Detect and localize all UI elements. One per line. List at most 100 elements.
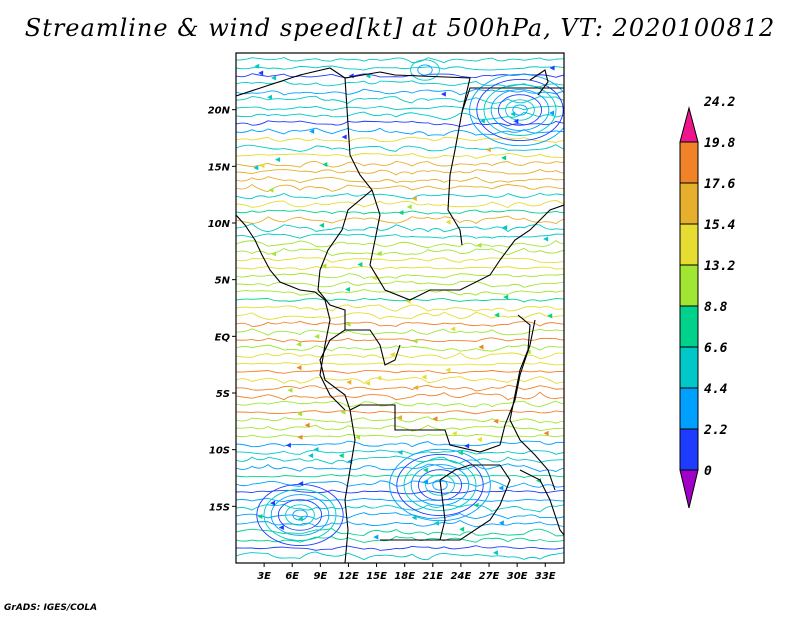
vortex-streamline [263, 489, 337, 541]
streamline [236, 320, 564, 327]
streamline-arrow [397, 449, 403, 455]
streamline-arrow [309, 128, 315, 134]
vortex-streamline [285, 504, 315, 526]
streamline-arrow [459, 526, 465, 532]
streamline-arrow [389, 352, 395, 358]
streamline-arrow [412, 338, 418, 344]
lon-tick-label: 33E [535, 571, 556, 582]
streamline [236, 215, 564, 225]
streamline [236, 233, 564, 239]
map-title: Streamline & wind speed[kt] at 500hPa, V… [24, 14, 776, 42]
streamline-arrow [275, 157, 281, 163]
streamline-arrow [479, 118, 485, 124]
streamline-arrow [322, 161, 328, 167]
lat-tick-label: 15S [209, 502, 230, 513]
streamline [236, 311, 564, 320]
vortex-streamline [425, 474, 455, 496]
lon-tick-label: 18E [394, 571, 415, 582]
streamline [236, 400, 564, 408]
streamline-arrow [513, 118, 519, 124]
streamline-arrow [450, 326, 456, 332]
streamline [236, 80, 564, 88]
streamline-arrow [345, 321, 351, 327]
colorbar-box [679, 387, 699, 430]
streamline-arrow [492, 550, 498, 556]
streamline-arrow [285, 442, 291, 448]
streamline-arrow [543, 430, 549, 436]
streamline-arrow [543, 236, 549, 242]
streamline [236, 209, 564, 215]
streamline-arrow [373, 534, 379, 540]
streamline-arrow [297, 516, 303, 522]
coastline [236, 214, 346, 411]
lat-tick-label: 10N [208, 219, 231, 230]
vortex-streamline [403, 459, 477, 511]
streamline-arrow [271, 251, 277, 257]
lat-tick-label: 15N [208, 162, 231, 173]
streamline-arrow [510, 111, 516, 117]
streamline-arrow [278, 524, 284, 530]
lon-tick-label: 3E [257, 571, 271, 582]
streamline [236, 95, 564, 104]
border-line [345, 329, 401, 366]
streamline [236, 289, 564, 296]
colorbar-level-label: 2.2 [703, 423, 728, 438]
streamline [236, 503, 564, 513]
border-line [236, 67, 471, 113]
streamline [236, 239, 564, 249]
streamline [236, 370, 564, 374]
streamline-arrow [493, 418, 499, 424]
streamline-arrow [502, 224, 508, 230]
border-line [439, 464, 511, 541]
streamline-arrow [445, 367, 451, 373]
colorbar-level-label: 8.8 [704, 300, 728, 315]
streamline [236, 497, 564, 503]
streamline-arrow [376, 375, 382, 381]
vortex-streamline [490, 89, 550, 131]
colorbar-box [679, 182, 699, 225]
streamline-arrow [308, 453, 314, 459]
streamline [236, 73, 564, 79]
streamline-arrow [411, 515, 417, 521]
streamline-arrow [253, 165, 259, 171]
streamline [236, 111, 564, 121]
streamline [236, 192, 564, 200]
colorbar-box [679, 264, 699, 307]
lat-tick-label: 20N [208, 106, 231, 117]
streamline-arrow [476, 242, 482, 248]
streamline [236, 160, 564, 168]
streamline-arrow [271, 75, 277, 81]
vortex-streamline [389, 448, 491, 522]
vortex-streamline [476, 78, 564, 142]
streamline-arrow [371, 275, 377, 281]
streamline-arrow [376, 250, 382, 256]
lon-tick-label: 15E [366, 571, 387, 582]
streamline [236, 551, 564, 561]
streamline-arrow [494, 312, 500, 318]
colorbar-bottom-triangle [679, 469, 699, 509]
streamline-arrow [321, 263, 327, 269]
border-line [499, 319, 536, 446]
streamline-arrow [296, 341, 302, 347]
lat-tick-label: 10S [209, 446, 230, 457]
vortex-streamline [277, 499, 323, 531]
streamline [236, 168, 564, 176]
streamline-arrow [397, 415, 403, 421]
vortex-streamline [469, 73, 564, 147]
vortex-streamline [270, 494, 330, 536]
streamline-arrow [422, 467, 428, 473]
colorbar-level-label: 4.4 [704, 382, 728, 397]
streamline-arrow [433, 520, 439, 526]
vortex-streamline [505, 99, 535, 121]
lon-tick-label: 6E [285, 571, 299, 582]
colorbar-box [679, 346, 699, 389]
colorbar-level-label: 0 [704, 464, 712, 479]
streamline-arrow [549, 65, 555, 71]
streamline [236, 304, 564, 312]
streamline-arrow [304, 422, 310, 428]
colorbar-level-label: 6.6 [704, 341, 728, 356]
coastline [509, 314, 556, 491]
streamline-arrow [473, 502, 479, 508]
